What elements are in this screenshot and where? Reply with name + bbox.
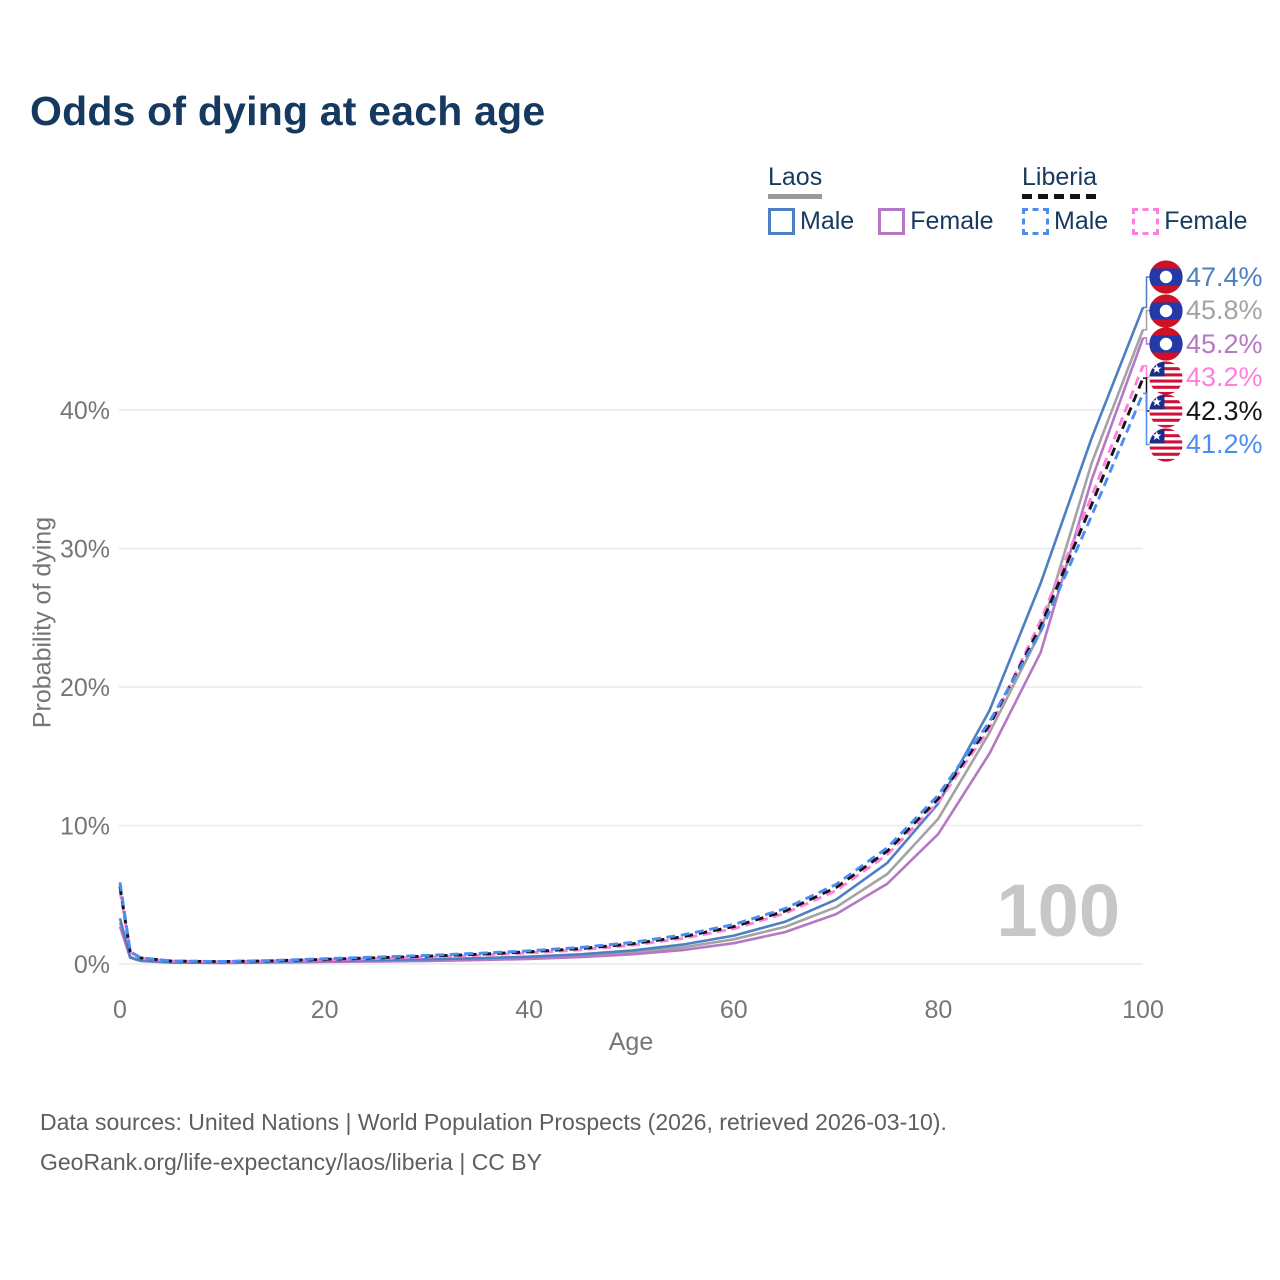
x-tick-label: 0 xyxy=(113,996,127,1024)
footer: Data sources: United Nations | World Pop… xyxy=(40,1102,947,1182)
liberia-line-style-swatch xyxy=(1022,194,1098,199)
end-label-laos-both: 45.8% xyxy=(1149,293,1263,328)
end-label-value: 45.8% xyxy=(1186,295,1263,325)
x-tick-label: 80 xyxy=(924,996,952,1024)
label-connector xyxy=(1143,364,1150,379)
legend-item-laos-male: Male xyxy=(768,207,854,236)
legend-item-laos-female: Female xyxy=(878,207,994,236)
chart-title: Odds of dying at each age xyxy=(30,88,546,134)
footer-attribution: GeoRank.org/life-expectancy/laos/liberia… xyxy=(40,1149,542,1175)
laos-flag-icon xyxy=(1149,293,1183,328)
x-axis-title: Age xyxy=(608,1028,654,1056)
laos-flag-icon xyxy=(1149,327,1183,361)
liberia-female-swatch-icon xyxy=(1132,208,1160,235)
label-connector xyxy=(1143,392,1150,446)
liberia-flag-icon xyxy=(1149,427,1183,462)
end-label-liberia-male: 41.2% xyxy=(1149,427,1263,462)
series-line-laos-male xyxy=(118,307,1145,964)
legend-item-label: Female xyxy=(1164,207,1248,235)
legend-country-laos: Laos xyxy=(768,163,823,199)
x-tick-label: 20 xyxy=(311,996,339,1024)
y-tick-label: 40% xyxy=(60,397,110,425)
series-line-liberia-female xyxy=(118,365,1145,964)
legend-item-liberia-male: Male xyxy=(1022,207,1108,236)
end-label-value: 45.2% xyxy=(1186,328,1263,359)
end-label-laos-male: 47.4% xyxy=(1149,260,1263,294)
end-label-value: 42.3% xyxy=(1186,395,1263,426)
series-line-liberia-both xyxy=(118,377,1145,964)
legend-items-liberia: Male Female xyxy=(1022,207,1248,236)
liberia-flag-icon xyxy=(1149,394,1183,428)
x-tick-label: 60 xyxy=(720,996,748,1024)
y-tick-label: 10% xyxy=(60,813,110,841)
laos-male-swatch-icon xyxy=(768,208,795,235)
liberia-flag-icon xyxy=(1149,360,1183,395)
legend-items-laos: Male Female xyxy=(768,207,994,236)
end-label-value: 43.2% xyxy=(1186,362,1263,392)
end-label-liberia-both: 42.3% xyxy=(1149,394,1263,428)
legend-item-label: Male xyxy=(1054,207,1109,235)
legend-item-label: Female xyxy=(910,207,994,235)
legend-country-label: Laos xyxy=(768,163,823,191)
x-tick-label: 100 xyxy=(1122,996,1164,1024)
end-label-laos-female: 45.2% xyxy=(1149,327,1263,361)
laos-flag-icon xyxy=(1149,260,1183,294)
liberia-male-swatch-icon xyxy=(1022,208,1049,235)
watermark-age-100: 100 xyxy=(996,869,1120,952)
y-axis-title: Probability of dying xyxy=(28,516,57,729)
end-label-value: 47.4% xyxy=(1186,261,1263,292)
legend-country-label: Liberia xyxy=(1022,163,1098,191)
legend-item-liberia-female: Female xyxy=(1132,207,1248,236)
legend-item-label: Male xyxy=(800,207,855,235)
laos-female-swatch-icon xyxy=(878,208,906,235)
x-tick-label: 40 xyxy=(515,996,543,1024)
legend-group-laos: Laos Male Female xyxy=(768,163,994,236)
legend: Laos Male Female Liberia xyxy=(0,163,1280,248)
end-label-value: 41.2% xyxy=(1186,429,1263,459)
y-tick-label: 30% xyxy=(60,536,110,564)
y-tick-label: 20% xyxy=(60,674,110,702)
legend-group-liberia: Liberia Male Female xyxy=(1022,163,1248,236)
label-connector xyxy=(1143,337,1150,345)
series-line-laos-female xyxy=(118,337,1145,965)
label-connector xyxy=(1143,309,1150,331)
series-line-laos-both xyxy=(118,329,1145,965)
laos-line-style-swatch xyxy=(768,194,823,199)
footer-sources: Data sources: United Nations | World Pop… xyxy=(40,1109,947,1135)
series-line-liberia-male xyxy=(118,392,1145,963)
end-label-liberia-female: 43.2% xyxy=(1149,360,1263,395)
label-connector xyxy=(1143,276,1150,309)
legend-country-liberia: Liberia xyxy=(1022,163,1098,199)
y-tick-label: 0% xyxy=(74,951,110,979)
